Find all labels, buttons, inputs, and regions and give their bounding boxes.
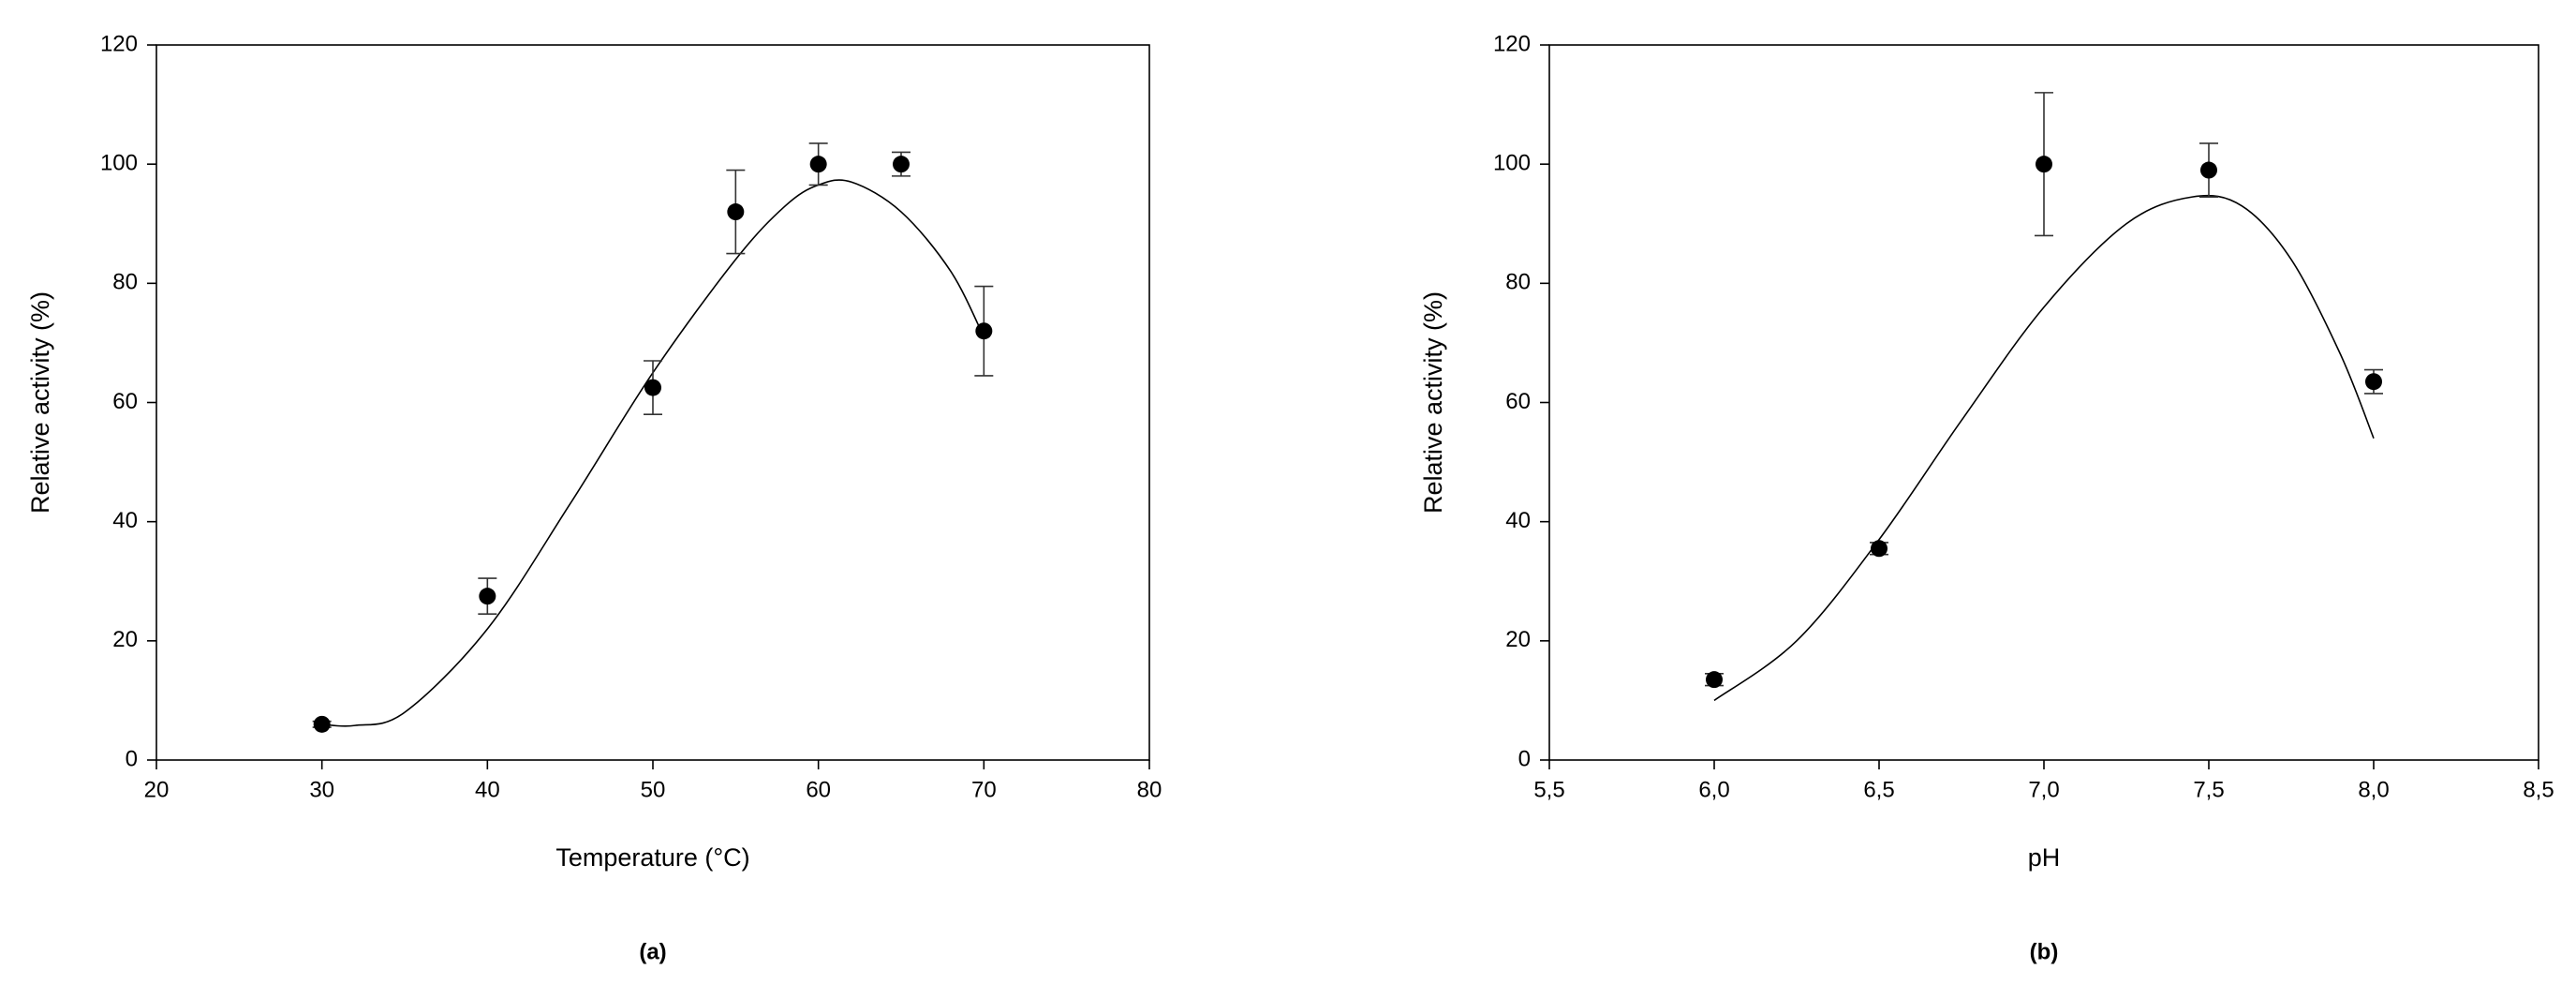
data-point: [727, 203, 745, 221]
x-axis-label: Temperature (°C): [555, 843, 749, 872]
data-point: [2365, 373, 2382, 391]
x-tick-label: 20: [144, 777, 170, 802]
y-tick-label: 20: [112, 627, 138, 652]
data-point: [479, 588, 496, 605]
y-axis-label: Relative activity (%): [1419, 291, 1447, 514]
y-tick-label: 40: [112, 508, 138, 533]
data-point: [644, 379, 661, 396]
y-tick-label: 60: [1505, 389, 1531, 414]
x-axis-label: pH: [2028, 843, 2061, 872]
data-point: [313, 715, 331, 733]
y-tick-label: 100: [100, 151, 138, 176]
x-tick-label: 8,0: [2358, 777, 2389, 802]
x-tick-label: 50: [641, 777, 666, 802]
x-tick-label: 8,5: [2523, 777, 2554, 802]
x-tick-label: 30: [309, 777, 334, 802]
x-tick-label: 80: [1137, 777, 1162, 802]
y-axis-label: Relative activity (%): [26, 291, 54, 514]
x-tick-label: 40: [475, 777, 500, 802]
caption: (b): [2030, 939, 2059, 964]
fit-curve: [1713, 194, 2375, 702]
x-tick-label: 7,0: [2028, 777, 2059, 802]
y-tick-label: 100: [1493, 151, 1531, 176]
caption: (a): [639, 939, 666, 964]
x-tick-label: 70: [971, 777, 997, 802]
x-tick-label: 6,0: [1698, 777, 1729, 802]
x-tick-label: 5,5: [1533, 777, 1564, 802]
y-tick-label: 40: [1505, 508, 1531, 533]
data-point: [893, 156, 910, 173]
data-point: [1706, 671, 1723, 689]
y-tick-label: 120: [100, 31, 138, 56]
fit-curve: [321, 179, 985, 727]
data-point: [975, 322, 993, 340]
data-point: [1871, 540, 1888, 558]
y-tick-label: 20: [1505, 627, 1531, 652]
x-tick-label: 6,5: [1863, 777, 1894, 802]
y-tick-label: 80: [1505, 270, 1531, 295]
x-tick-label: 7,5: [2193, 777, 2224, 802]
data-point: [2036, 156, 2052, 173]
y-tick-label: 0: [1518, 746, 1531, 771]
y-tick-label: 60: [112, 389, 138, 414]
y-tick-label: 0: [126, 746, 138, 771]
x-tick-label: 60: [806, 777, 831, 802]
data-point: [809, 156, 827, 173]
data-point: [2200, 161, 2217, 179]
y-tick-label: 80: [112, 270, 138, 295]
y-tick-label: 120: [1493, 31, 1531, 56]
